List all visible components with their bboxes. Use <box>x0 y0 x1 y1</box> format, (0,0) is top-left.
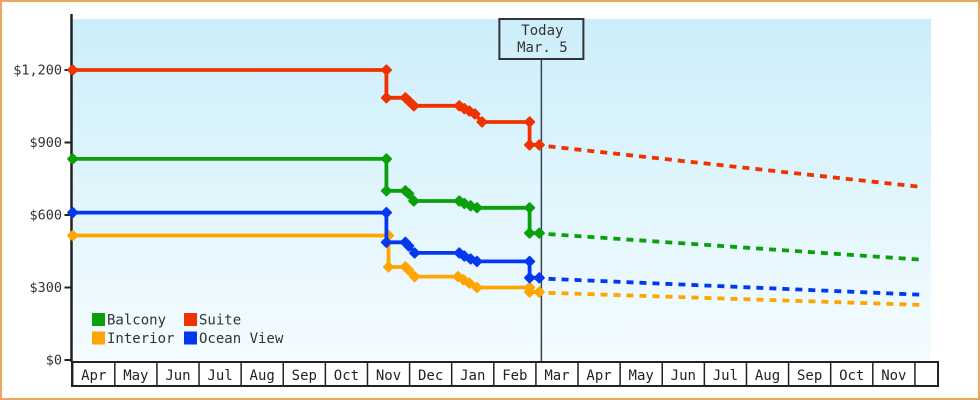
x-axis-month-label: Aug <box>755 368 780 384</box>
legend-swatch-balcony <box>92 313 105 326</box>
legend-label: Interior <box>107 331 174 347</box>
x-axis-month-label: Apr <box>81 368 106 384</box>
series-ocean-view <box>67 206 922 297</box>
series-balcony <box>67 153 922 262</box>
y-axis-tick-label: $0 <box>46 353 62 369</box>
x-axis-month-label: May <box>629 368 654 384</box>
x-axis-month-label: Oct <box>334 368 359 384</box>
series-interior <box>67 229 922 307</box>
series-forecast-line <box>548 144 922 189</box>
plot-area <box>72 19 931 360</box>
data-point-diamond <box>523 202 536 214</box>
x-axis-month-label: Jul <box>713 368 738 384</box>
x-axis-month-label: Sep <box>797 368 822 384</box>
legend-label: Ocean View <box>199 331 284 347</box>
data-point-diamond <box>380 236 393 248</box>
today-box <box>498 18 585 60</box>
series-forecast-line <box>548 290 922 307</box>
data-point-diamond <box>403 264 415 276</box>
legend-swatch-ocean-view <box>184 331 197 345</box>
data-point-diamond <box>471 202 483 214</box>
legend-swatch-interior <box>92 331 105 345</box>
x-axis-month-label: Dec <box>418 368 443 384</box>
y-axis: $0 $300 $600 $900 $1,200 <box>13 14 73 369</box>
today-box-line1: Today <box>521 23 563 39</box>
x-axis-month-label: Aug <box>250 368 275 384</box>
data-point-diamond <box>382 261 395 273</box>
data-point-diamond <box>380 64 393 76</box>
series-forecast-line <box>548 276 922 297</box>
data-point-diamond <box>67 64 79 76</box>
data-point-diamond <box>408 195 420 207</box>
data-point-diamond <box>463 277 475 289</box>
legend-swatch-suite <box>184 313 197 326</box>
data-point-diamond <box>523 255 536 267</box>
legend: Balcony Suite Interior Ocean View <box>92 313 284 347</box>
data-point-diamond <box>533 227 545 239</box>
data-point-diamond <box>471 281 483 294</box>
data-point-diamond <box>476 116 488 128</box>
data-point-diamond <box>67 153 79 165</box>
data-point-diamond <box>469 108 481 120</box>
x-axis-month-row: Apr May Jun Jul Aug Sep Oct Nov Dec Jan Feb Mar Apr M… <box>71 361 939 387</box>
series-forecast-line <box>548 232 922 262</box>
data-point-diamond <box>380 153 393 165</box>
y-axis-tick-label: $600 <box>29 208 62 224</box>
data-point-diamond <box>403 240 415 252</box>
data-point-diamond <box>533 286 545 298</box>
x-axis-month-label: Jan <box>460 368 485 384</box>
x-axis-month-label: Nov <box>881 368 906 384</box>
data-point-diamond <box>408 100 420 112</box>
data-point-diamond <box>380 92 393 104</box>
data-point-diamond <box>380 206 393 219</box>
x-axis-month-label: Sep <box>292 368 317 384</box>
x-axis-month-label: Feb <box>502 368 527 384</box>
data-point-diamond <box>533 272 545 284</box>
x-axis-month-label: Jun <box>165 368 190 384</box>
data-point-diamond <box>523 116 536 128</box>
x-axis-month-label: Mar <box>544 368 569 384</box>
x-axis-month-label: Nov <box>376 368 401 384</box>
legend-label: Suite <box>199 313 241 329</box>
data-point-diamond <box>67 206 79 219</box>
legend-label: Balcony <box>107 313 166 329</box>
data-point-diamond <box>403 188 415 200</box>
data-point-diamond <box>533 139 545 151</box>
data-point-diamond <box>471 255 483 267</box>
data-point-diamond <box>409 247 421 259</box>
y-axis-tick-label: $300 <box>29 280 62 296</box>
data-point-diamond <box>380 185 393 197</box>
y-axis-tick-label: $1,200 <box>13 63 62 79</box>
data-point-diamond <box>409 271 421 283</box>
x-axis-month-label: May <box>123 368 148 384</box>
today-box-line2: Mar. 5 <box>517 40 568 56</box>
data-point-diamond <box>67 229 79 242</box>
series-suite <box>67 64 922 189</box>
y-axis-tick-label: $900 <box>29 135 62 151</box>
x-axis-month-label: Apr <box>586 368 611 384</box>
x-axis-month-label: Jun <box>671 368 696 384</box>
x-axis-month-label: Jul <box>207 368 232 384</box>
x-axis-month-label: Oct <box>839 368 864 384</box>
